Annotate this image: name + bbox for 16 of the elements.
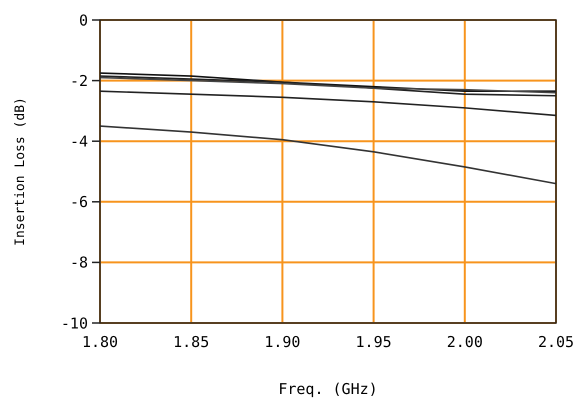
x-tick-label: 1.85: [173, 333, 210, 351]
x-tick-label: 1.80: [82, 333, 118, 351]
y-tick-label: -4: [70, 132, 88, 150]
y-tick-label: 0: [78, 11, 88, 30]
y-axis-title: Insertion Loss (dB): [13, 97, 28, 246]
x-tick-label: 1.90: [264, 333, 300, 351]
y-tick-label: -2: [70, 72, 88, 90]
x-tick-label: 2.05: [538, 333, 574, 351]
y-tick-label: -6: [70, 193, 88, 212]
y-tick-label: -8: [70, 254, 88, 272]
x-tick-label: 1.95: [356, 333, 392, 351]
x-tick-label: 2.00: [446, 333, 483, 351]
line-series: [99, 125, 557, 184]
y-tick-label: -10: [60, 314, 88, 332]
x-axis-title: Freq. (GHz): [278, 380, 378, 398]
line-series: [99, 72, 557, 92]
